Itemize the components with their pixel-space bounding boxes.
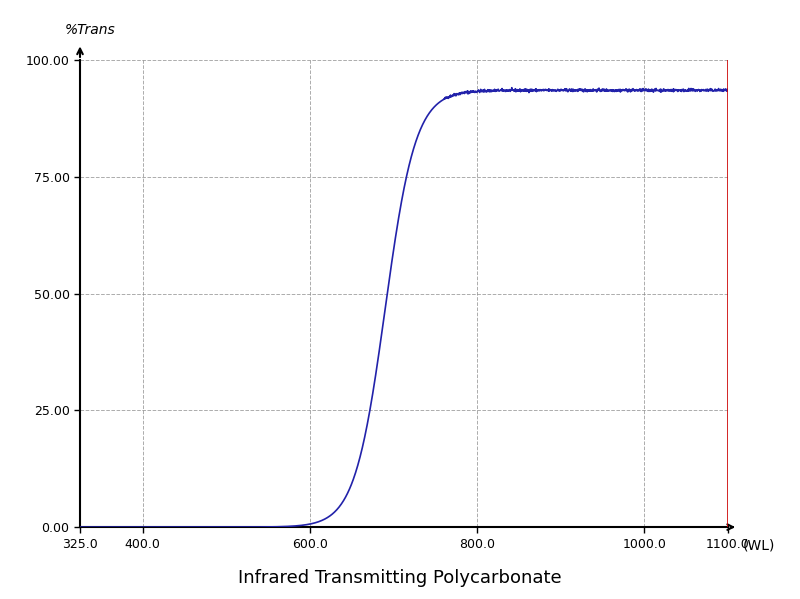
Text: %Trans: %Trans [65,23,116,37]
Text: (WL): (WL) [743,539,775,553]
Text: Infrared Transmitting Polycarbonate: Infrared Transmitting Polycarbonate [238,569,562,587]
